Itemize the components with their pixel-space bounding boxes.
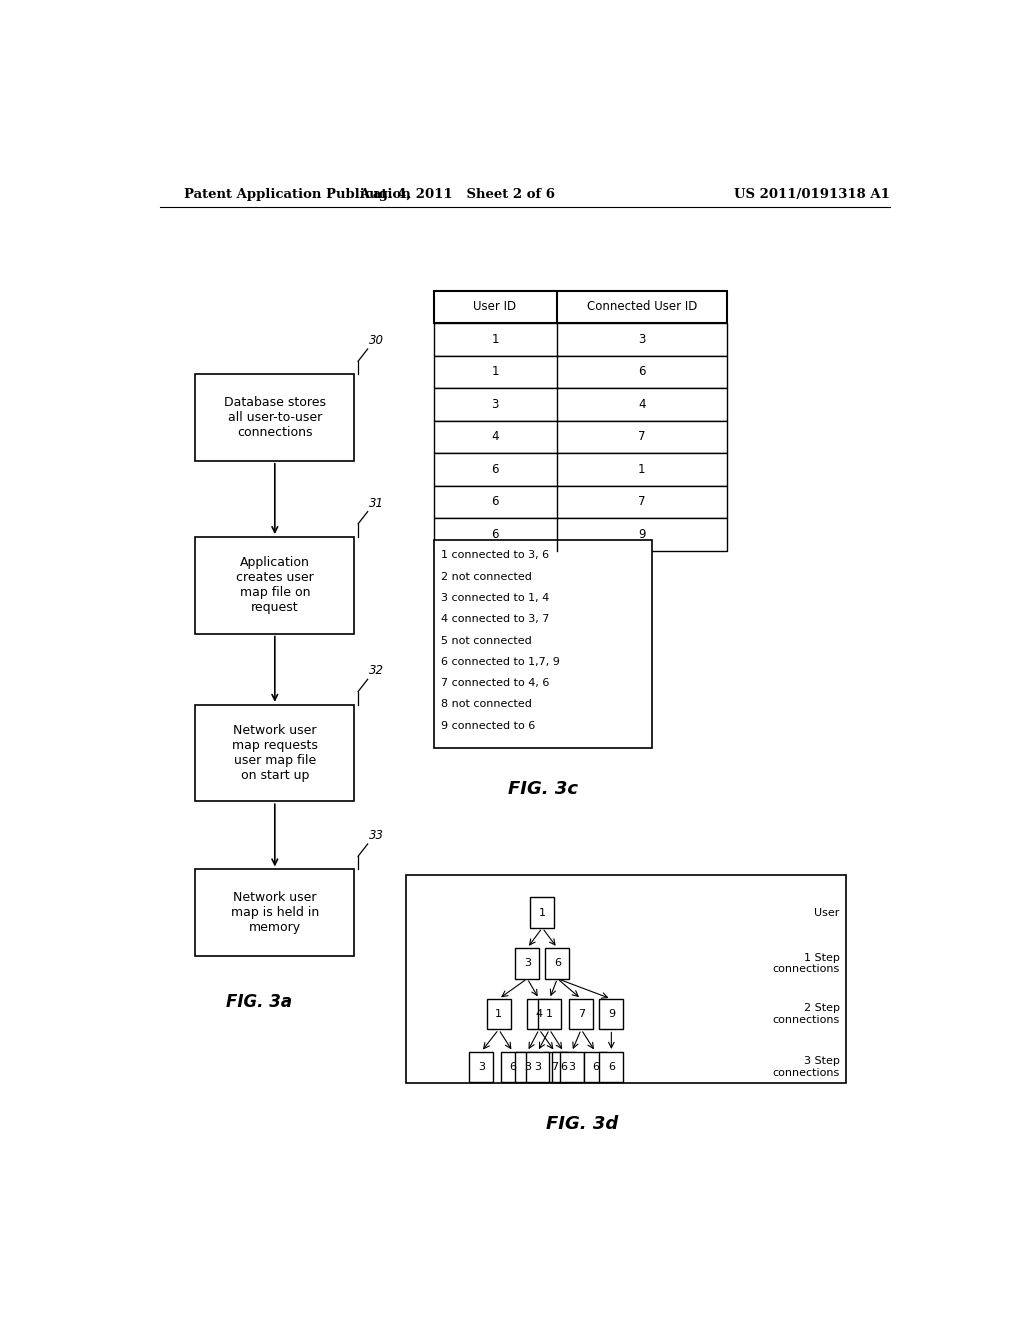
Text: 1: 1 bbox=[492, 333, 499, 346]
Text: 31: 31 bbox=[370, 496, 384, 510]
Text: 3: 3 bbox=[568, 1063, 575, 1072]
Text: FIG. 3c: FIG. 3c bbox=[508, 780, 578, 797]
Text: 1 connected to 3, 6: 1 connected to 3, 6 bbox=[441, 550, 550, 561]
Text: 6: 6 bbox=[560, 1063, 567, 1072]
Text: 33: 33 bbox=[370, 829, 384, 842]
Bar bbox=[433, 540, 652, 748]
Text: 4: 4 bbox=[536, 1010, 543, 1019]
Text: Network user
map is held in
memory: Network user map is held in memory bbox=[230, 891, 318, 935]
Text: 7: 7 bbox=[638, 495, 645, 508]
Text: 7: 7 bbox=[578, 1010, 585, 1019]
Text: 6: 6 bbox=[554, 958, 561, 969]
Text: 3: 3 bbox=[638, 333, 645, 346]
Text: 3: 3 bbox=[523, 958, 530, 969]
Bar bbox=[196, 870, 354, 956]
Text: 6: 6 bbox=[509, 1063, 516, 1072]
Bar bbox=[486, 999, 511, 1030]
Text: 7: 7 bbox=[638, 430, 645, 444]
Text: 4: 4 bbox=[638, 397, 645, 411]
Bar bbox=[560, 1052, 584, 1082]
Bar bbox=[527, 999, 551, 1030]
Text: 1: 1 bbox=[539, 908, 546, 917]
Text: 3: 3 bbox=[492, 397, 499, 411]
Text: 1: 1 bbox=[638, 463, 645, 477]
Bar bbox=[433, 355, 727, 388]
Bar bbox=[433, 323, 727, 355]
Text: 1: 1 bbox=[496, 1010, 502, 1019]
Text: Application
creates user
map file on
request: Application creates user map file on req… bbox=[236, 556, 313, 614]
Text: 9: 9 bbox=[608, 1010, 614, 1019]
Text: FIG. 3b: FIG. 3b bbox=[544, 582, 616, 601]
Bar bbox=[196, 375, 354, 461]
Text: US 2011/0191318 A1: US 2011/0191318 A1 bbox=[734, 189, 890, 202]
Text: 3: 3 bbox=[523, 1063, 530, 1072]
Text: 6: 6 bbox=[492, 463, 499, 477]
Text: 8 not connected: 8 not connected bbox=[441, 700, 532, 709]
Text: Aug. 4, 2011   Sheet 2 of 6: Aug. 4, 2011 Sheet 2 of 6 bbox=[359, 189, 555, 202]
Text: 1: 1 bbox=[546, 1010, 553, 1019]
Bar bbox=[530, 898, 554, 928]
Text: 6: 6 bbox=[608, 1063, 614, 1072]
Text: Database stores
all user-to-user
connections: Database stores all user-to-user connect… bbox=[224, 396, 326, 440]
Bar bbox=[433, 388, 727, 421]
Bar bbox=[515, 948, 539, 978]
Bar bbox=[552, 1052, 575, 1082]
Bar bbox=[433, 519, 727, 550]
Text: 9: 9 bbox=[638, 528, 645, 541]
Text: 6: 6 bbox=[638, 366, 645, 379]
Bar bbox=[433, 421, 727, 453]
Text: 1: 1 bbox=[492, 366, 499, 379]
Text: 2 not connected: 2 not connected bbox=[441, 572, 532, 582]
Bar bbox=[515, 1052, 539, 1082]
Text: 6: 6 bbox=[492, 495, 499, 508]
Bar bbox=[406, 875, 846, 1084]
Bar bbox=[196, 537, 354, 634]
Text: 32: 32 bbox=[370, 664, 384, 677]
Bar bbox=[525, 1052, 550, 1082]
Bar bbox=[538, 999, 561, 1030]
Text: 4: 4 bbox=[492, 430, 499, 444]
Text: User: User bbox=[814, 908, 840, 917]
Text: 6 connected to 1,7, 9: 6 connected to 1,7, 9 bbox=[441, 657, 560, 667]
Text: 6: 6 bbox=[592, 1063, 599, 1072]
Bar bbox=[599, 999, 624, 1030]
Text: 5 not connected: 5 not connected bbox=[441, 635, 532, 645]
Text: 30: 30 bbox=[370, 334, 384, 347]
Text: 7: 7 bbox=[552, 1063, 558, 1072]
Bar bbox=[433, 290, 727, 323]
Bar bbox=[584, 1052, 607, 1082]
Text: Network user
map requests
user map file
on start up: Network user map requests user map file … bbox=[231, 723, 317, 781]
Text: 9 connected to 6: 9 connected to 6 bbox=[441, 721, 536, 730]
Text: 3 connected to 1, 4: 3 connected to 1, 4 bbox=[441, 593, 550, 603]
Bar bbox=[543, 1052, 567, 1082]
Text: 2 Step
connections: 2 Step connections bbox=[773, 1003, 840, 1026]
Bar bbox=[569, 999, 593, 1030]
Text: 3: 3 bbox=[535, 1063, 541, 1072]
Bar bbox=[501, 1052, 525, 1082]
Text: User ID: User ID bbox=[473, 300, 516, 313]
Bar bbox=[433, 453, 727, 486]
Text: 3: 3 bbox=[477, 1063, 484, 1072]
Text: 6: 6 bbox=[492, 528, 499, 541]
Text: Connected User ID: Connected User ID bbox=[587, 300, 697, 313]
Bar bbox=[196, 705, 354, 801]
Text: FIG. 3a: FIG. 3a bbox=[226, 993, 292, 1011]
Text: 4 connected to 3, 7: 4 connected to 3, 7 bbox=[441, 614, 550, 624]
Text: 7 connected to 4, 6: 7 connected to 4, 6 bbox=[441, 678, 550, 688]
Bar bbox=[599, 1052, 624, 1082]
Text: FIG. 3d: FIG. 3d bbox=[546, 1115, 618, 1133]
Bar bbox=[546, 948, 569, 978]
Text: Patent Application Publication: Patent Application Publication bbox=[183, 189, 411, 202]
Text: 1 Step
connections: 1 Step connections bbox=[773, 953, 840, 974]
Bar bbox=[469, 1052, 494, 1082]
Text: 3 Step
connections: 3 Step connections bbox=[773, 1056, 840, 1078]
Bar bbox=[433, 486, 727, 519]
